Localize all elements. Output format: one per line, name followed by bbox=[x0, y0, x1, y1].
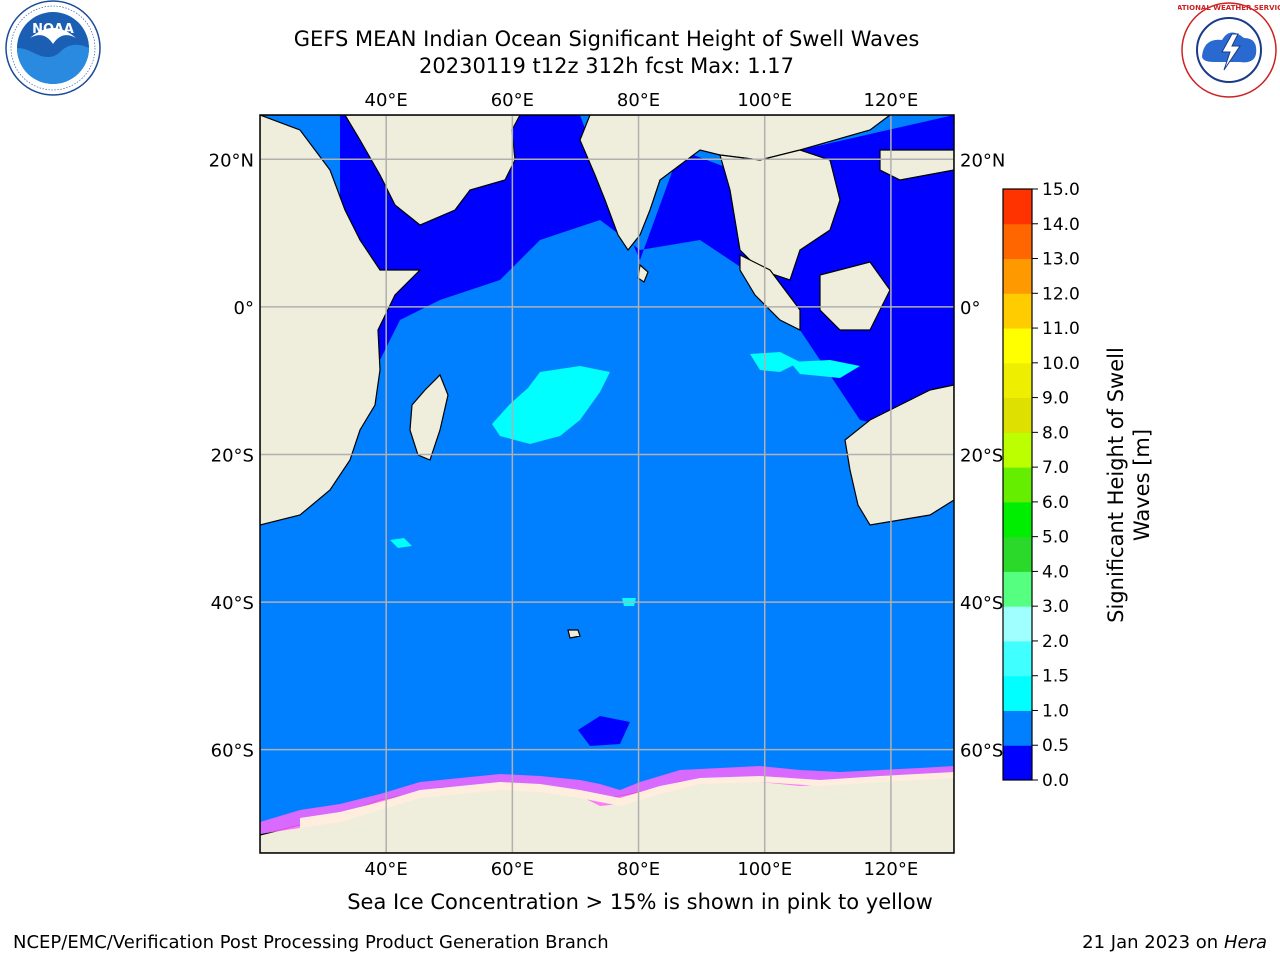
noaa-logo-text: NOAA bbox=[32, 22, 74, 37]
colorbar-frame bbox=[1002, 188, 1033, 781]
colorbar-tick-label: 8.0 bbox=[1042, 423, 1069, 443]
latitude-tick-label: 0° bbox=[960, 298, 980, 319]
longitude-tick-label: 120°E bbox=[864, 859, 919, 880]
longitude-tick-label: 120°E bbox=[864, 90, 919, 111]
date-stamp: 21 Jan 2023 on Hera bbox=[1082, 932, 1267, 953]
colorbar-segment bbox=[1003, 223, 1032, 260]
credits-text: NCEP/EMC/Verification Post Processing Pr… bbox=[13, 932, 609, 953]
map-subtitle: 20230119 t12z 312h fcst Max: 1.17 bbox=[419, 54, 794, 78]
date-text: 21 Jan 2023 on bbox=[1082, 932, 1219, 953]
map-title: GEFS MEAN Indian Ocean Significant Heigh… bbox=[293, 27, 920, 51]
elevated-swell-patches bbox=[390, 352, 860, 606]
noaa-logo: NOAA bbox=[2, 0, 104, 104]
latitude-tick-label: 0° bbox=[234, 298, 254, 319]
colorbar-segment bbox=[1003, 745, 1032, 781]
machine-name: Hera bbox=[1223, 932, 1267, 953]
colorbar-label-line1: Significant Height of Swell bbox=[1104, 347, 1128, 623]
latitude-tick-label: 20°N bbox=[209, 150, 254, 171]
colorbar-tick-label: 0.5 bbox=[1042, 736, 1069, 756]
colorbar-segment bbox=[1003, 467, 1032, 503]
latitude-tick-label: 20°N bbox=[960, 150, 1005, 171]
colorbar-tick-label: 11.0 bbox=[1042, 319, 1080, 339]
colorbar-segment bbox=[1003, 675, 1032, 711]
colorbar-segment bbox=[1003, 258, 1032, 294]
colorbar-tick-label: 5.0 bbox=[1042, 528, 1069, 548]
latitude-tick-label: 40°S bbox=[211, 593, 254, 614]
colorbar-segment bbox=[1003, 710, 1032, 746]
colorbar-tick-label: 1.0 bbox=[1042, 701, 1069, 721]
colorbar-tick-label: 7.0 bbox=[1042, 458, 1069, 478]
colorbar-tick-label: 1.5 bbox=[1042, 667, 1069, 687]
colorbar-segment bbox=[1003, 328, 1032, 364]
colorbar-tick-label: 10.0 bbox=[1042, 354, 1080, 374]
colorbar-segment bbox=[1003, 189, 1032, 225]
colorbar-tick-label: 6.0 bbox=[1042, 493, 1069, 513]
colorbar-tick-labels: 0.0 0.5 1.0 1.5 2.0 3.0 4.0 5.0 6.0 7.0 8.0 9.0 10.0… bbox=[1032, 180, 1080, 791]
colorbar-tick-label: 14.0 bbox=[1042, 215, 1080, 235]
longitude-tick-label: 60°E bbox=[491, 90, 534, 111]
sea-ice-band bbox=[260, 766, 954, 834]
colorbar-tick-label: 0.0 bbox=[1042, 771, 1069, 791]
colorbar-tick-label: 4.0 bbox=[1042, 562, 1069, 582]
map-frame bbox=[259, 114, 955, 854]
sea-ice-caption: Sea Ice Concentration > 15% is shown in … bbox=[347, 890, 933, 914]
latitude-tick-label: 40°S bbox=[960, 593, 1003, 614]
latitude-tick-label: 20°S bbox=[211, 445, 254, 466]
colorbar-segment bbox=[1003, 432, 1032, 468]
longitude-tick-label: 100°E bbox=[737, 90, 792, 111]
nws-logo: NATIONAL WEATHER SERVICE bbox=[1171, 0, 1280, 104]
colorbar-tick-label: 3.0 bbox=[1042, 597, 1069, 617]
longitude-tick-label: 100°E bbox=[737, 859, 792, 880]
colorbar-segment bbox=[1003, 571, 1032, 607]
left-latitude-labels: 20°N 0° 20°S 40°S 60°S bbox=[209, 150, 254, 761]
longitude-tick-label: 80°E bbox=[617, 90, 660, 111]
latitude-tick-label: 20°S bbox=[960, 445, 1003, 466]
colorbar-segment bbox=[1003, 397, 1032, 433]
colorbar-segment bbox=[1003, 362, 1032, 399]
colorbar-segment bbox=[1003, 606, 1032, 642]
longitude-tick-label: 60°E bbox=[491, 859, 534, 880]
nws-logo-text: NATIONAL WEATHER SERVICE bbox=[1178, 4, 1280, 12]
top-longitude-labels: 40°E 60°E 80°E 100°E 120°E bbox=[365, 90, 919, 111]
colorbar-tick-label: 13.0 bbox=[1042, 250, 1080, 270]
colorbar-tick-label: 12.0 bbox=[1042, 284, 1080, 304]
colorbar-segment bbox=[1003, 293, 1032, 329]
colorbar-segment bbox=[1003, 640, 1032, 677]
map-gridlines bbox=[260, 115, 954, 853]
colorbar-label-line2: Waves [m] bbox=[1130, 429, 1154, 541]
bottom-longitude-labels: 40°E 60°E 80°E 100°E 120°E bbox=[365, 859, 919, 880]
colorbar-segment bbox=[1003, 501, 1032, 538]
longitude-tick-label: 80°E bbox=[617, 859, 660, 880]
colorbar bbox=[1002, 188, 1033, 781]
colorbar-segment bbox=[1003, 536, 1032, 572]
longitude-tick-label: 40°E bbox=[365, 859, 408, 880]
right-latitude-labels: 20°N 0° 20°S 40°S 60°S bbox=[960, 150, 1005, 761]
longitude-tick-label: 40°E bbox=[365, 90, 408, 111]
latitude-tick-label: 60°S bbox=[960, 741, 1003, 762]
colorbar-tick-label: 9.0 bbox=[1042, 389, 1069, 409]
colorbar-tick-label: 2.0 bbox=[1042, 632, 1069, 652]
latitude-tick-label: 60°S bbox=[211, 741, 254, 762]
colorbar-tick-label: 15.0 bbox=[1042, 180, 1080, 200]
